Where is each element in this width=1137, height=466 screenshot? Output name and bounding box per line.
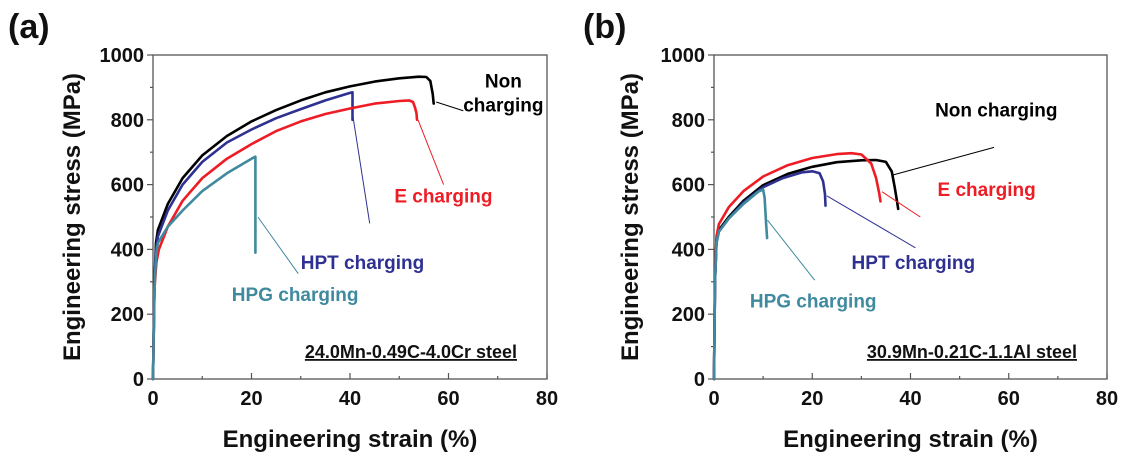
leader-line (881, 191, 921, 218)
series-line-e-charging (151, 99, 419, 381)
leader-line (826, 195, 916, 249)
series-line-hpg-charging (712, 188, 769, 381)
leader-line (436, 101, 464, 112)
x-axis-title: Engineering strain (%) (223, 426, 478, 453)
series-label: HPG charging (750, 292, 877, 313)
leader-line (257, 216, 299, 274)
x-tick-label: 80 (1096, 388, 1118, 410)
series-line-hpt-charging (712, 170, 827, 381)
series-label: charging (463, 95, 543, 116)
y-tick-label: 400 (672, 239, 705, 261)
x-tick-label: 40 (339, 388, 361, 410)
series-line-hpt-charging (151, 91, 354, 381)
series-label: E charging (938, 180, 1036, 201)
panel-a: (a)0 20 40 60 8002004006008001000Engineering… (8, 8, 558, 453)
x-tick-label: 80 (536, 388, 558, 410)
series-label: Non (485, 71, 522, 92)
y-tick-label: 0 (133, 369, 144, 391)
series-line-non-charging (151, 75, 435, 381)
x-tick-label: 20 (240, 388, 262, 410)
x-tick-label: 60 (437, 388, 459, 410)
series-line-hpg-charging (151, 155, 257, 381)
y-tick-label: 400 (111, 239, 144, 261)
y-axis-title: Engineering stress (MPa) (617, 73, 644, 361)
x-tick-label: 40 (899, 388, 921, 410)
steel-composition-label: 24.0Mn-0.49C-4.0Cr steel (305, 342, 517, 362)
panel-label: (a) (8, 8, 50, 46)
y-tick-label: 0 (694, 369, 705, 391)
y-tick-label: 200 (672, 304, 705, 326)
x-tick-label: 60 (998, 388, 1020, 410)
series-label: HPT charging (852, 253, 976, 274)
series-label: HPG charging (232, 285, 359, 306)
y-tick-label: 1000 (100, 45, 145, 67)
y-axis-title: Engineering stress (MPa) (59, 73, 86, 361)
x-tick-label: 0 (147, 388, 158, 410)
steel-composition-label: 30.9Mn-0.21C-1.1Al steel (867, 342, 1077, 362)
x-axis-title: Engineering strain (%) (783, 426, 1038, 453)
series-label: Non charging (935, 101, 1057, 122)
leader-line (351, 113, 371, 224)
series-line-e-charging (712, 151, 882, 381)
x-tick-label: 20 (801, 388, 823, 410)
y-tick-label: 800 (111, 110, 144, 132)
series-label: HPT charging (301, 253, 425, 274)
x-tick-label: 0 (708, 388, 719, 410)
y-tick-label: 600 (672, 175, 705, 197)
leader-line (767, 219, 816, 281)
y-tick-label: 600 (111, 175, 144, 197)
y-tick-label: 200 (111, 304, 144, 326)
leader-line (417, 119, 445, 185)
y-tick-label: 1000 (661, 45, 706, 67)
panel-b: (b)0 20 40 60 8002004006008001000Engineering… (583, 8, 1118, 453)
panel-label: (b) (583, 8, 626, 46)
y-tick-label: 800 (672, 110, 705, 132)
series-label: E charging (394, 186, 492, 207)
leader-line (893, 146, 995, 176)
